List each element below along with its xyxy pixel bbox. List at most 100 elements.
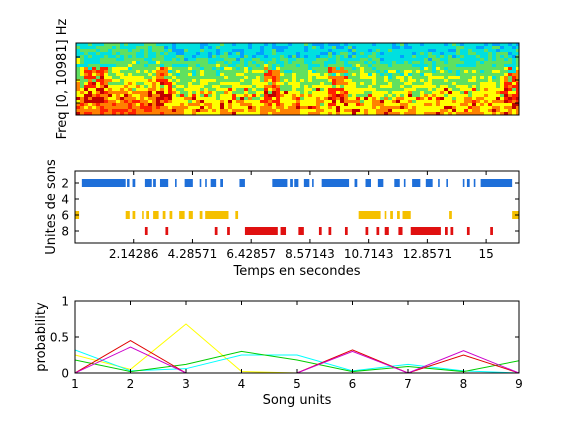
spectrogram-cell (204, 103, 209, 107)
spectrogram-cell (340, 85, 345, 89)
spectrogram-cell (124, 58, 129, 62)
spectrogram-cell (424, 64, 429, 68)
spectrogram-cell (160, 73, 165, 77)
spectrogram-cell (364, 112, 369, 115)
spectrogram-cell (368, 55, 373, 59)
spectrogram-cell (424, 85, 429, 89)
spectrogram-cell (160, 61, 165, 65)
spectrogram-cell (356, 109, 361, 113)
spectrogram-cell (92, 103, 97, 107)
spectrogram-cell (212, 52, 217, 56)
unit-segment-3 (445, 227, 448, 235)
spectrogram-cell (392, 103, 397, 107)
unit-segment-1 (394, 179, 400, 187)
spectrogram-cell (284, 43, 289, 47)
spectrogram-cell (120, 82, 125, 86)
spectrogram-cell (160, 64, 165, 68)
spectrogram-cell (444, 61, 449, 65)
spectrogram-cell (92, 88, 97, 92)
spectrogram-cell (100, 58, 105, 62)
spectrogram-cell (224, 70, 229, 74)
spectrogram-cell (476, 76, 481, 80)
spectrogram-cell (512, 46, 517, 50)
spectrogram-cell (352, 97, 357, 101)
spectrogram-cell (288, 82, 293, 86)
spectrogram-cell (308, 61, 313, 65)
spectrogram-cell (196, 79, 201, 83)
spectrogram-cell (500, 85, 505, 89)
spectrogram-cell (340, 58, 345, 62)
spectrogram-cell (316, 85, 321, 89)
spectrogram-cell (516, 85, 519, 89)
spectrogram-cell (376, 46, 381, 50)
spectrogram-cell (344, 109, 349, 113)
spectrogram-cell (204, 85, 209, 89)
spectrogram-cell (304, 64, 309, 68)
spectrogram-cell (320, 70, 325, 74)
spectrogram-cell (236, 85, 241, 89)
spectrogram-cell (264, 79, 269, 83)
spectrogram-cell (384, 46, 389, 50)
spectrogram-cell (312, 91, 317, 95)
spectrogram-cell (492, 85, 497, 89)
spectrogram-cell (476, 100, 481, 104)
spectrogram-cell (208, 46, 213, 50)
spectrogram-cell (352, 67, 357, 71)
spectrogram-cell (224, 85, 229, 89)
spectrogram-cell (328, 58, 333, 62)
spectrogram-cell (504, 46, 509, 50)
spectrogram-cell (176, 49, 181, 53)
unit-segment-2 (397, 211, 400, 219)
spectrogram-cell (328, 91, 333, 95)
spectrogram-cell (452, 73, 457, 77)
spectrogram-cell (376, 67, 381, 71)
spectrogram-cell (212, 94, 217, 98)
spectrogram-cell (464, 82, 469, 86)
spectrogram-cell (208, 52, 213, 56)
spectrogram-cell (424, 43, 429, 47)
spectrogram-cell (220, 109, 225, 113)
spectrogram-cell (392, 52, 397, 56)
spectrogram-cell (472, 43, 477, 47)
spectrogram-cell (80, 109, 85, 113)
spectrogram-cell (364, 94, 369, 98)
spectrogram-cell (300, 91, 305, 95)
spectrogram-cell (428, 100, 433, 104)
spectrogram-cell (188, 49, 193, 53)
spectrogram-cell (148, 112, 153, 115)
spectrogram-cell (284, 52, 289, 56)
spectrogram-cell (400, 112, 405, 115)
spectrogram-cell (132, 85, 137, 89)
spectrogram-cell (340, 49, 345, 53)
spectrogram-cell (288, 49, 293, 53)
spectrogram-cell (512, 109, 517, 113)
spectrogram-cell (136, 58, 141, 62)
spectrogram-cell (352, 58, 357, 62)
spectrogram-cell (376, 61, 381, 65)
spectrogram-ylabel: Freq [0, 10981] Hz (55, 18, 70, 139)
spectrogram-cell (492, 61, 497, 65)
spectrogram-cell (292, 73, 297, 77)
spectrogram-cell (356, 49, 361, 53)
spectrogram-cell (148, 79, 153, 83)
spectrogram-cell (332, 55, 337, 59)
spectrogram-cell (164, 94, 169, 98)
spectrogram-cell (356, 88, 361, 92)
spectrogram-cell (216, 76, 221, 80)
spectrogram-cell (236, 79, 241, 83)
spectrogram-cell (296, 52, 301, 56)
unit-segment-1 (199, 179, 202, 187)
spectrogram-cell (308, 46, 313, 50)
spectrogram-cell (284, 82, 289, 86)
spectrogram-cell (312, 88, 317, 92)
spectrogram-cell (428, 82, 433, 86)
spectrogram-cell (216, 70, 221, 74)
spectrogram-cell (184, 103, 189, 107)
spectrogram-cell (312, 70, 317, 74)
spectrogram-cell (104, 97, 109, 101)
spectrogram-cell (428, 67, 433, 71)
spectrogram-cell (92, 61, 97, 65)
spectrogram-cell (180, 91, 185, 95)
spectrogram-cell (260, 70, 265, 74)
spectrogram-cell (156, 109, 161, 113)
